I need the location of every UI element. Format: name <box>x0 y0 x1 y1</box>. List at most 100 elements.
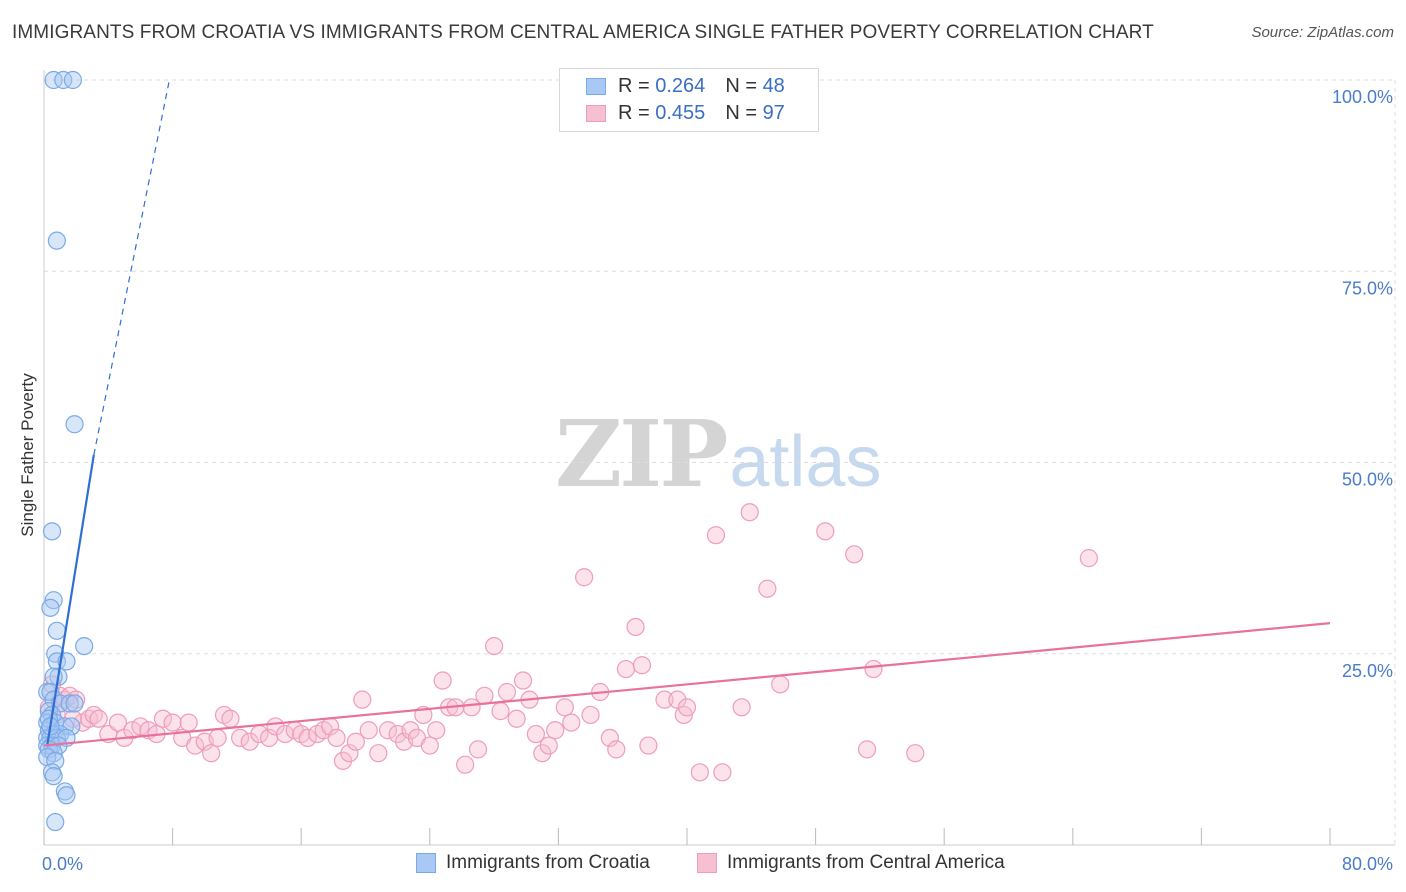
central-america-point <box>732 698 751 717</box>
bottom-legend-croatia-label: Immigrants from Croatia <box>446 852 650 873</box>
central-america-point <box>456 755 475 774</box>
central-america-point <box>864 659 883 679</box>
bottom-legend-croatia: Immigrants from Croatia <box>416 852 650 874</box>
y-tick-label: 75.0% <box>1342 278 1393 298</box>
legend-swatch-croatia <box>586 77 606 95</box>
legend-r-central-america: 0.455 <box>655 101 706 124</box>
central-america-point <box>378 721 398 740</box>
legend-n-central-america: 97 <box>762 101 785 124</box>
central-america-point <box>475 686 494 705</box>
croatia-point <box>65 694 84 713</box>
central-america-point <box>616 659 636 679</box>
central-america-point <box>845 545 864 564</box>
axes <box>43 70 1395 846</box>
central-america-point <box>740 503 759 522</box>
central-america-point <box>468 740 488 759</box>
croatia-point <box>46 812 65 832</box>
central-america-point <box>369 744 388 763</box>
central-america-point <box>186 736 205 755</box>
croatia-point <box>75 636 94 656</box>
legend-n-label: N = <box>725 74 757 97</box>
croatia-trend-extension <box>93 79 170 455</box>
central-america-point <box>327 728 346 748</box>
bottom-legend-central-america-label: Immigrants from Central America <box>727 852 1005 873</box>
chart-title: IMMIGRANTS FROM CROATIA VS IMMIGRANTS FR… <box>12 22 1154 43</box>
trend-lines <box>43 79 1331 747</box>
croatia-point <box>57 786 76 805</box>
croatia-point <box>65 415 84 434</box>
legend-swatch-central-america <box>586 104 606 122</box>
croatia-trend-line <box>46 454 95 746</box>
correlation-legend: R = 0.264 N = 48 R = 0.455 N = 97 <box>559 68 819 132</box>
central-america-point <box>706 526 726 545</box>
central-america-point <box>231 728 250 748</box>
legend-n-label: N = <box>725 101 757 124</box>
central-america-point <box>600 728 619 748</box>
central-america-point <box>526 724 545 744</box>
central-america-point <box>513 671 533 690</box>
croatia-point <box>60 694 79 713</box>
central-america-point <box>555 698 574 717</box>
central-america-point <box>546 721 565 740</box>
source-label: Source: ZipAtlas.com <box>1251 24 1394 41</box>
central-america-point <box>562 713 581 732</box>
central-america-point <box>857 740 877 759</box>
croatia-point <box>63 70 83 90</box>
legend-r-label: R = <box>618 101 650 124</box>
central-america-point <box>276 724 295 744</box>
central-america-point <box>668 690 687 709</box>
central-america-point <box>713 763 732 782</box>
central-america-point <box>677 698 697 717</box>
grid-lines <box>44 79 1396 845</box>
croatia-point <box>44 767 63 786</box>
legend-row-croatia: R = 0.264 N = 48 <box>586 73 785 99</box>
central-america-point <box>240 732 259 751</box>
central-america-point <box>497 682 517 702</box>
central-america-point <box>298 728 317 748</box>
central-america-point <box>359 721 378 740</box>
legend-r-croatia: 0.264 <box>655 74 706 97</box>
central-america-point <box>607 740 626 759</box>
central-america-point <box>433 671 452 690</box>
bottom-swatch-croatia <box>416 853 436 873</box>
y-tick-label: 100.0% <box>1332 87 1393 107</box>
bottom-legend-central-america: Immigrants from Central America <box>697 852 1005 874</box>
central-america-point <box>221 709 240 728</box>
central-america-point <box>491 702 510 721</box>
croatia-point <box>44 70 63 90</box>
central-america-point <box>632 656 652 675</box>
central-america-point <box>462 698 481 717</box>
central-america-point <box>202 744 221 763</box>
central-america-point <box>208 728 227 748</box>
central-america-point <box>163 713 182 732</box>
y-tick-label: 25.0% <box>1342 661 1393 681</box>
watermark: ZIPatlas <box>555 400 881 508</box>
central-america-point <box>427 721 446 740</box>
central-america-point <box>340 744 359 763</box>
central-america-point <box>906 744 925 763</box>
central-america-point <box>108 713 128 732</box>
bottom-swatch-central-america <box>697 853 717 873</box>
central-america-point <box>690 763 709 782</box>
tick-labels: 25.0% 50.0% 75.0% 100.0% 0.0% 80.0% <box>42 87 1393 874</box>
legend-n-croatia: 48 <box>762 74 785 97</box>
central-america-point <box>655 690 674 709</box>
central-america-point <box>346 732 365 751</box>
central-america-point <box>89 709 108 728</box>
watermark-zip: ZIP <box>555 400 728 508</box>
central-america-point <box>626 617 645 637</box>
central-america-point <box>353 690 372 709</box>
central-america-point <box>639 736 658 755</box>
croatia-point <box>54 70 73 90</box>
central-america-point <box>179 713 198 732</box>
y-tick-label: 50.0% <box>1342 470 1393 490</box>
croatia-point <box>47 621 66 640</box>
legend-row-central-america: R = 0.455 N = 97 <box>586 100 785 126</box>
central-america-point <box>758 579 777 598</box>
central-america-point <box>507 709 526 728</box>
croatia-point <box>42 522 62 541</box>
central-america-point <box>153 709 173 728</box>
central-america-point <box>771 675 790 694</box>
croatia-point <box>41 598 60 617</box>
